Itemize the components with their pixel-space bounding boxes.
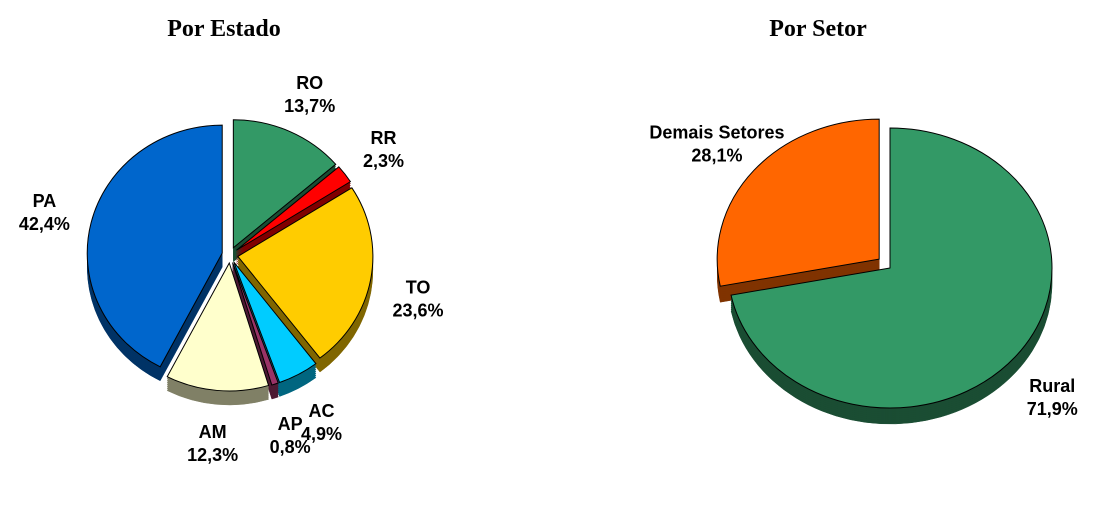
value-label: 2,3% — [363, 151, 404, 171]
slice — [166, 261, 270, 392]
category-label: AP — [278, 414, 303, 434]
slice — [232, 119, 337, 249]
value-label: 42,4% — [19, 214, 70, 234]
slice — [236, 166, 352, 251]
slice — [716, 118, 880, 287]
chart-title: Por Setor — [769, 16, 867, 42]
category-label: Rural — [1029, 376, 1075, 396]
category-label: Demais Setores — [649, 123, 784, 143]
slice — [232, 262, 279, 386]
value-label: 23,6% — [393, 301, 444, 321]
slice — [86, 124, 223, 368]
value-label: 28,1% — [691, 146, 742, 166]
category-label: RO — [296, 73, 323, 93]
slice — [237, 187, 374, 359]
category-label: TO — [406, 278, 431, 298]
chart-title: Por Estado — [167, 16, 281, 42]
value-label: 71,9% — [1027, 399, 1078, 419]
value-label: 12,3% — [187, 445, 238, 465]
value-label: 4,9% — [301, 424, 342, 444]
slice — [730, 127, 1053, 409]
slice — [233, 261, 317, 384]
category-label: AM — [199, 422, 227, 442]
value-label: 0,8% — [270, 437, 311, 457]
category-label: RR — [370, 128, 396, 148]
value-label: 13,7% — [284, 96, 335, 116]
category-label: AC — [308, 401, 334, 421]
category-label: PA — [33, 191, 57, 211]
